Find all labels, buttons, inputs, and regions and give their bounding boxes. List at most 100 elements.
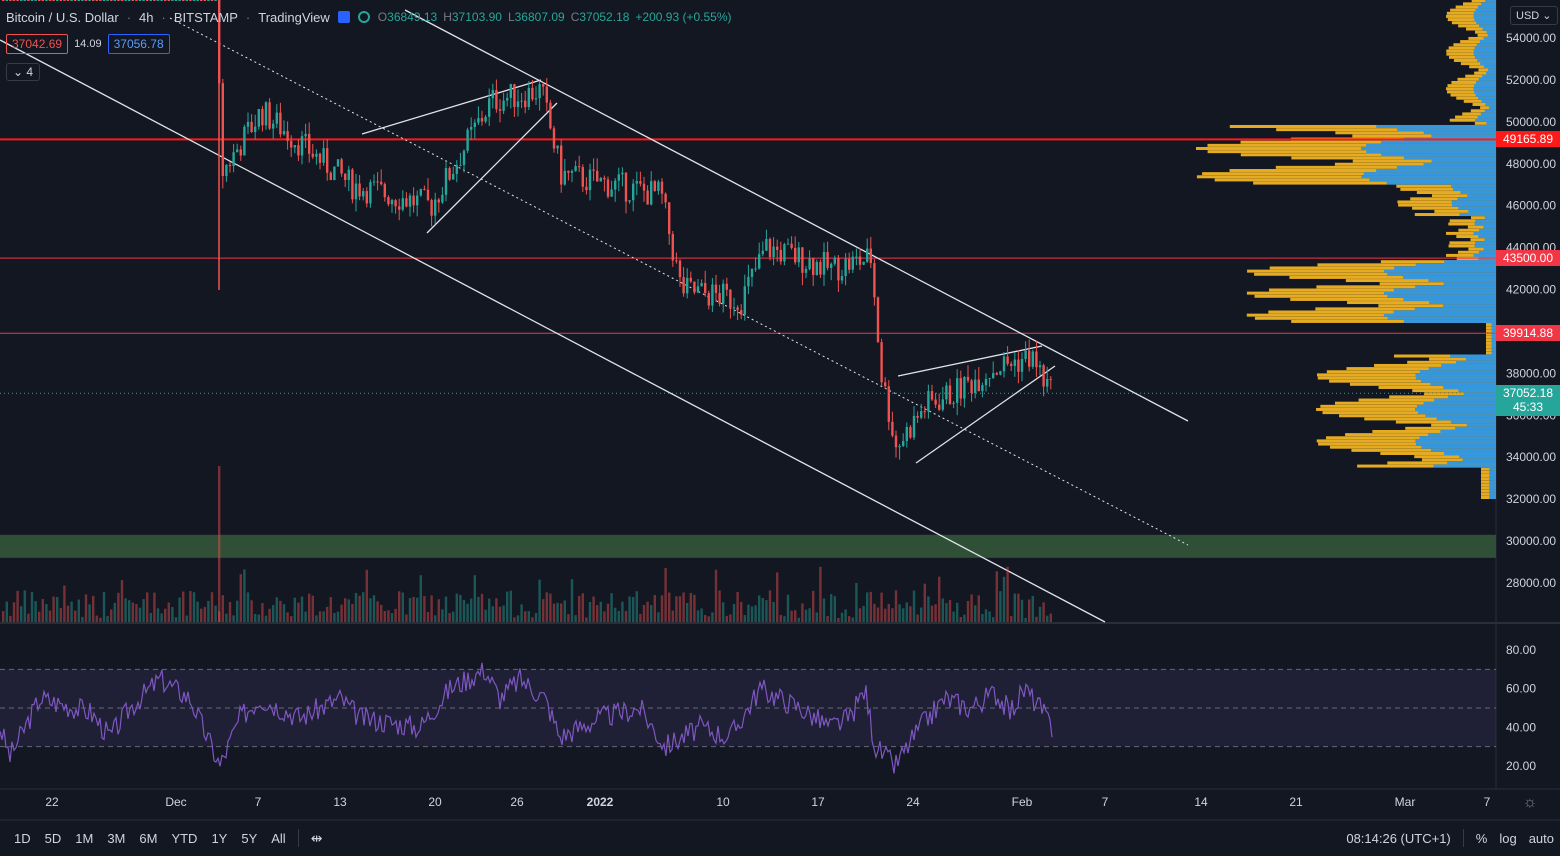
volume-profile-bar xyxy=(1463,392,1496,396)
volume-bar xyxy=(984,609,988,622)
candle-body xyxy=(948,385,952,404)
percent-toggle[interactable]: % xyxy=(1475,830,1488,846)
volume-profile-bar xyxy=(1329,379,1496,383)
sell-button[interactable]: 37042.69 xyxy=(6,34,69,54)
candle-body xyxy=(398,206,401,210)
candle-body xyxy=(326,148,329,173)
market-status-icon[interactable] xyxy=(357,11,370,23)
candle-body xyxy=(1020,358,1024,372)
log-toggle[interactable]: log xyxy=(1499,830,1517,846)
volume-bar xyxy=(290,616,293,622)
volume-bar xyxy=(416,597,419,622)
auto-toggle[interactable]: auto xyxy=(1528,830,1554,846)
candle-body xyxy=(369,182,372,204)
volume-profile-bar xyxy=(1380,451,1496,455)
volume-bar xyxy=(149,612,152,622)
volume-bar xyxy=(372,595,376,622)
volume-profile-bar xyxy=(1451,200,1496,204)
volume-profile-bar xyxy=(1473,11,1496,15)
candle-body xyxy=(146,0,149,1)
timeframe-ytd[interactable]: YTD xyxy=(171,830,198,846)
volume-bar xyxy=(603,611,606,622)
volume-profile-bar xyxy=(1486,348,1496,352)
timeframe-all[interactable]: All xyxy=(271,830,286,846)
volume-profile-bar xyxy=(1317,263,1496,267)
candle-body xyxy=(387,197,390,205)
indicators-toggle[interactable]: ⌄ 4 xyxy=(6,63,41,81)
candle-body xyxy=(495,90,498,110)
volume-bar xyxy=(948,599,952,622)
level-tag[interactable]: 39914.88 xyxy=(1496,325,1560,342)
timeframe-3m[interactable]: 3M xyxy=(107,830,126,846)
volume-bar xyxy=(495,598,498,622)
price-tick-label: 50000.00 xyxy=(1506,115,1556,129)
volume-profile-bar xyxy=(1457,197,1496,201)
candle-body xyxy=(318,153,322,163)
volume-bar xyxy=(678,596,682,622)
volume-bar xyxy=(333,612,336,622)
volume-bar xyxy=(434,615,437,622)
timeframe-1y[interactable]: 1Y xyxy=(211,830,228,846)
volume-bar xyxy=(876,607,880,622)
timeframe-5d[interactable]: 5D xyxy=(44,830,62,846)
candle-body xyxy=(826,251,829,268)
candle-body xyxy=(430,200,433,216)
candle-body xyxy=(488,98,491,117)
candle-body xyxy=(560,145,563,185)
candle-body xyxy=(527,87,530,108)
currency-selector[interactable]: USD ⌄ xyxy=(1510,6,1558,25)
date-range-icon[interactable]: ⇹ xyxy=(310,829,323,846)
timeframe-5y[interactable]: 5Y xyxy=(241,830,258,846)
candle-body xyxy=(693,281,696,293)
volume-bar xyxy=(696,610,700,622)
volume-bar xyxy=(812,590,815,622)
timeframe-1d[interactable]: 1D xyxy=(14,830,31,846)
flag-icon[interactable] xyxy=(337,11,350,23)
clock[interactable]: 08:14:26 (UTC+1) xyxy=(1346,830,1451,846)
volume-bar xyxy=(610,593,613,622)
symbol-name[interactable]: Bitcoin / U.S. Dollar xyxy=(6,9,119,25)
candle-body xyxy=(844,258,847,277)
level-tag[interactable]: 49165.89 xyxy=(1496,131,1560,148)
volume-bar xyxy=(38,611,41,622)
candle-body xyxy=(866,248,869,262)
volume-profile-bar xyxy=(1378,304,1496,308)
volume-bar xyxy=(279,600,282,622)
candle-body xyxy=(185,0,188,1)
candle-body xyxy=(822,251,826,275)
candle-body xyxy=(909,426,912,438)
volume-bar xyxy=(650,604,653,622)
candle-body xyxy=(214,0,217,1)
volume-bar xyxy=(455,593,458,622)
volume-profile-bar xyxy=(1451,21,1496,25)
volume-bar xyxy=(203,607,206,622)
volume-profile-bar xyxy=(1468,247,1496,251)
candle-body xyxy=(696,286,700,293)
candle-body xyxy=(56,0,59,1)
buy-button[interactable]: 37056.78 xyxy=(107,34,170,54)
level-tag[interactable]: 43500.00 xyxy=(1496,250,1560,267)
timeframe-1m[interactable]: 1M xyxy=(75,830,94,846)
candle-body xyxy=(131,0,134,1)
volume-bar xyxy=(441,609,444,622)
volume-profile-bar xyxy=(1425,414,1496,418)
candle-body xyxy=(614,180,617,190)
candle-body xyxy=(272,123,275,129)
volume-bar xyxy=(887,603,890,622)
timeframe-6m[interactable]: 6M xyxy=(139,830,158,846)
last-price-tag[interactable]: 37052.18 45:33 xyxy=(1496,385,1560,417)
candle-body xyxy=(466,129,469,151)
volume-profile-bar xyxy=(1414,455,1496,459)
volume-profile-bar xyxy=(1455,115,1496,119)
candle-body xyxy=(228,164,232,167)
volume-profile-bar xyxy=(1361,147,1496,150)
volume-profile-bar xyxy=(1369,178,1496,182)
volume-profile-bar xyxy=(1346,367,1496,371)
volume-bar xyxy=(704,614,707,622)
volume-profile-bar xyxy=(1481,474,1496,477)
volume-bar xyxy=(1024,617,1027,622)
volume-profile-bar xyxy=(1478,68,1496,72)
interval-label[interactable]: 4h xyxy=(139,9,154,25)
gear-icon[interactable]: ☼ xyxy=(1523,794,1538,811)
